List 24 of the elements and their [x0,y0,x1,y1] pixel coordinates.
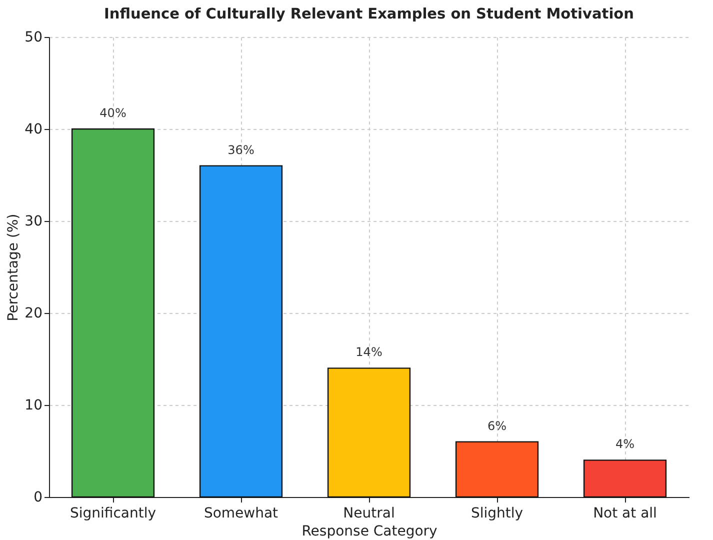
y-tick-label: 20 [24,306,42,322]
y-tick-label: 40 [24,122,42,138]
x-tick-label: Not at all [593,506,657,522]
chart-title: Influence of Culturally Relevant Examples on Student Motivation [104,6,634,22]
y-axis-title: Percentage (%) [6,214,22,322]
x-tick-label: Somewhat [204,506,279,522]
data-label: 14% [356,345,382,360]
x-tick-label: Slightly [470,506,524,522]
y-tick-label: 50 [24,30,42,46]
data-label: 6% [487,418,507,433]
data-label: 40% [100,106,126,120]
x-axis-title: Response Category [302,524,438,540]
bar [583,460,667,498]
y-tick-label: 30 [24,214,42,230]
x-tick-label: Neutral [343,506,395,522]
data-label: 4% [615,437,635,452]
y-tick-label: 10 [24,398,42,414]
x-tick-label: Significantly [70,506,156,522]
bar [71,128,155,498]
data-label: 36% [228,142,254,157]
bar [327,368,411,498]
bar [199,165,283,498]
bar [455,441,539,498]
y-tick-label: 0 [34,490,42,506]
